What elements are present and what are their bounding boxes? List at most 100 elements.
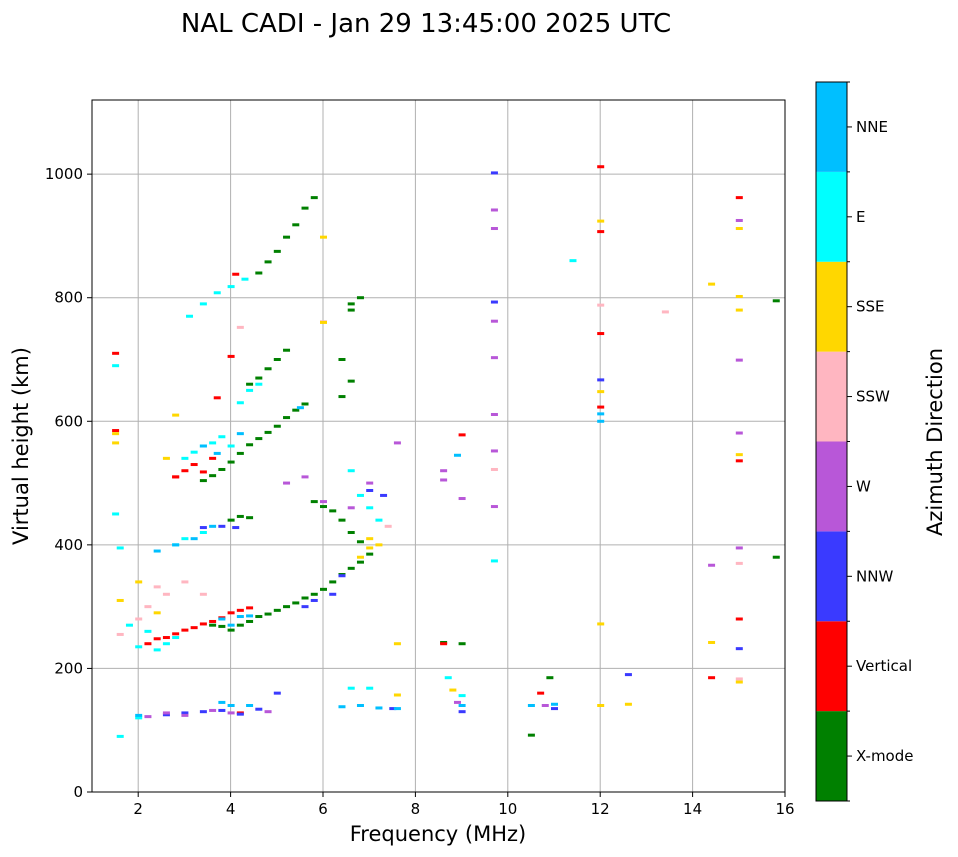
data-point	[356, 493, 364, 497]
colorbar-swatch	[816, 261, 847, 352]
data-point	[264, 612, 272, 616]
data-point	[320, 500, 327, 504]
data-point	[597, 332, 605, 336]
x-tick-label: 6	[318, 800, 328, 818]
y-tick-label: 1000	[45, 165, 83, 183]
data-point	[218, 624, 226, 628]
data-point	[537, 691, 545, 695]
data-point	[255, 437, 263, 441]
data-point	[735, 294, 743, 298]
data-point	[338, 518, 346, 522]
data-point	[116, 632, 124, 636]
data-point	[181, 469, 189, 473]
data-point	[624, 673, 632, 677]
data-point	[153, 648, 161, 652]
series-nne	[135, 406, 605, 717]
data-point	[320, 587, 327, 591]
data-point	[735, 617, 743, 621]
data-point	[490, 505, 498, 509]
data-point	[597, 412, 605, 416]
data-point	[490, 171, 498, 175]
data-point	[144, 605, 152, 609]
data-point	[273, 608, 281, 612]
x-axis-ticks: 2 4 6 8 10 12 14 16	[133, 792, 795, 818]
data-point	[320, 235, 327, 239]
data-point	[393, 642, 401, 646]
data-point	[255, 707, 263, 711]
data-point	[366, 686, 374, 690]
data-point	[218, 435, 226, 439]
data-point	[273, 249, 281, 253]
data-point	[190, 626, 198, 630]
data-point	[490, 467, 498, 471]
data-point	[449, 688, 457, 692]
data-point	[227, 444, 235, 448]
x-axis-label: Frequency (MHz)	[350, 822, 526, 846]
colorbar-label: NNW	[856, 567, 893, 585]
data-point	[393, 707, 401, 711]
data-point	[255, 271, 263, 275]
data-point	[440, 642, 448, 646]
colorbar-frame	[815, 81, 848, 802]
chart-title: NAL CADI - Jan 29 13:45:00 2025 UTC	[181, 9, 671, 39]
data-point	[375, 706, 383, 710]
y-tick-label: 0	[73, 783, 83, 801]
data-point	[125, 623, 133, 627]
y-axis-ticks: 0 200 400 600 800 1000	[45, 165, 92, 801]
data-point	[264, 430, 272, 434]
data-point	[283, 605, 291, 609]
data-point	[735, 453, 743, 457]
data-point	[236, 514, 244, 518]
plot-points	[112, 165, 780, 738]
data-point	[236, 712, 244, 716]
data-point	[162, 456, 170, 460]
data-point	[597, 230, 605, 234]
series-nnw	[162, 171, 743, 717]
data-point	[458, 642, 466, 646]
data-point	[347, 308, 355, 312]
data-point	[264, 710, 272, 714]
data-point	[329, 509, 337, 513]
data-point	[453, 453, 461, 457]
data-point	[112, 441, 120, 445]
data-point	[112, 432, 120, 436]
colorbar-label: E	[856, 208, 865, 226]
data-point	[347, 469, 355, 473]
data-point	[199, 710, 207, 714]
data-point	[375, 518, 383, 522]
x-tick-label: 16	[775, 800, 794, 818]
data-point	[135, 713, 143, 717]
data-point	[112, 512, 120, 516]
data-point	[213, 291, 221, 295]
data-point	[624, 702, 632, 706]
data-point	[356, 704, 364, 707]
data-point	[393, 693, 401, 697]
data-point	[181, 537, 189, 541]
data-point	[301, 596, 309, 600]
data-point	[116, 734, 124, 738]
colorbar-swatch	[816, 171, 847, 262]
data-point	[735, 459, 743, 463]
data-point	[162, 592, 170, 596]
data-point	[310, 598, 318, 602]
data-point	[597, 622, 605, 626]
data-point	[597, 219, 605, 223]
data-point	[366, 481, 374, 485]
data-point	[366, 552, 374, 556]
data-point	[264, 367, 272, 371]
data-point	[209, 441, 217, 445]
data-point	[283, 416, 291, 420]
data-point	[246, 614, 254, 618]
data-point	[735, 546, 743, 550]
data-point	[292, 601, 300, 605]
data-point	[112, 429, 120, 433]
data-point	[356, 540, 364, 544]
data-point	[199, 531, 207, 534]
data-point	[440, 478, 448, 482]
data-point	[209, 474, 217, 478]
colorbar-label: SSE	[856, 298, 885, 316]
data-point	[597, 303, 605, 307]
data-point	[708, 563, 716, 567]
colorbar-title: Azimuth Direction	[923, 348, 947, 536]
data-point	[209, 708, 217, 712]
